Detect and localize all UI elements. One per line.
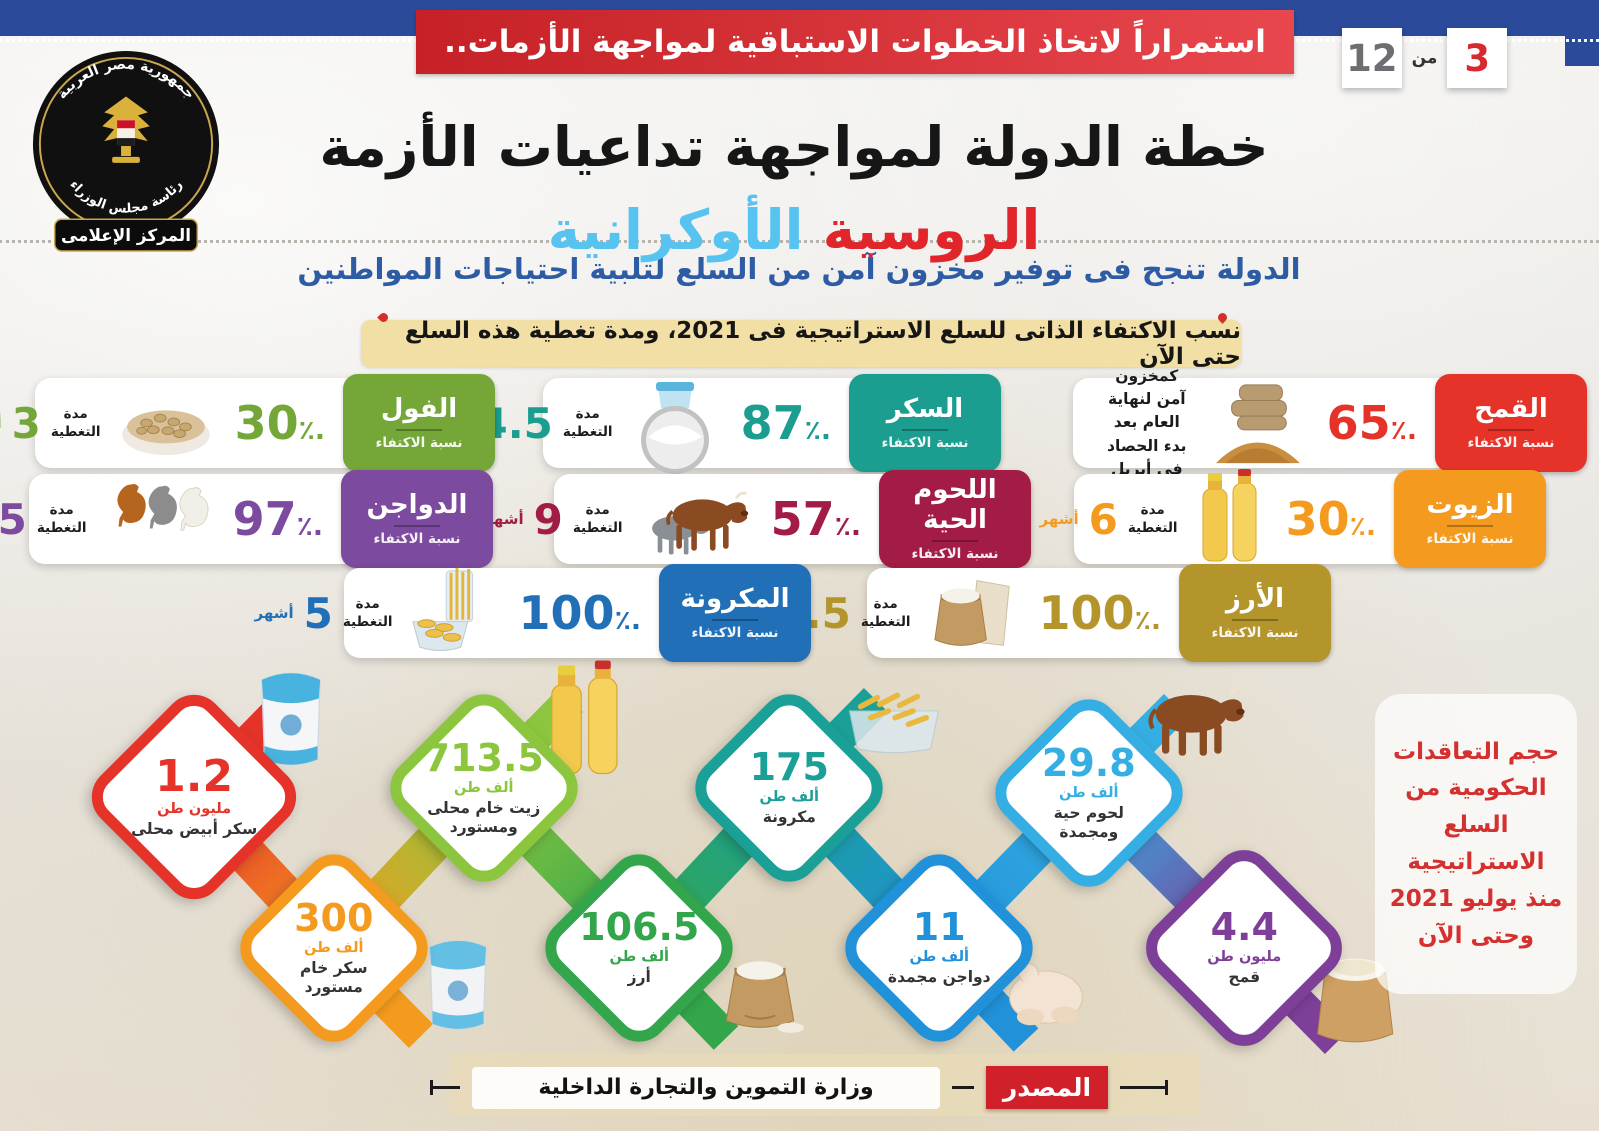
coverage-unit: أشهر <box>0 414 3 432</box>
commodity-name: السكر <box>887 393 965 424</box>
sufficiency-label: نسبة الاكتفاء <box>692 625 780 642</box>
source-label-box: المصدر <box>987 1066 1109 1109</box>
raw-sugar-bag-image <box>420 932 498 1038</box>
wheat-sacks-icon <box>1208 379 1308 467</box>
page-total: 12 <box>1343 28 1403 88</box>
pasta-icon <box>410 567 500 653</box>
white-sugar-bag-image <box>252 664 332 774</box>
sufficiency-label: نسبة الاكتفاء <box>882 435 970 452</box>
sufficiency-label: نسبة الاكتفاء <box>1212 625 1300 642</box>
coverage-value: 3 <box>12 398 42 448</box>
coverage-value: 5 <box>304 588 334 638</box>
beans-bowl-icon <box>118 388 216 458</box>
commodity-name: المكرونة <box>681 583 791 614</box>
commodity-card-live-meat: اللحوم الحية نسبة الاكتفاء 57٪. مدة التغط… <box>486 470 1032 568</box>
top-banner-text: استمراراً لاتخاذ الخطوات الاستباقية لموا… <box>445 24 1267 60</box>
cow-image <box>1140 674 1255 764</box>
wheat-stock-note: كمخزون آمن لنهاية العام بعد بدء الحصاد ف… <box>1108 366 1188 478</box>
commodity-name: الزيوت <box>1427 489 1515 520</box>
pasta-name-block: المكرونة نسبة الاكتفاء <box>660 564 812 662</box>
commodity-card-wheat: القمح نسبة الاكتفاء 65٪. كمخزون آمن لنها… <box>1074 367 1588 478</box>
page-indicator: 3 من 12 <box>1343 28 1508 88</box>
coverage-unit: أشهر <box>1040 510 1080 528</box>
commodity-name: الأرز <box>1226 583 1286 614</box>
rice-sack-image <box>715 944 807 1040</box>
commodity-name: القمح <box>1475 393 1549 424</box>
wheat-name-block: القمح نسبة الاكتفاء <box>1436 374 1588 472</box>
oil-bottles-image <box>540 658 632 780</box>
page-current: 3 <box>1448 28 1508 88</box>
sufficiency-label: نسبة الاكتفاء <box>376 435 464 452</box>
sufficiency-label: نسبة الاكتفاء <box>374 531 462 548</box>
live-meat-coverage: مدة التغطية 9 أشهر <box>485 494 624 544</box>
rice-percent: 100٪. <box>1039 586 1162 640</box>
live-meat-percent: 57٪. <box>771 492 862 546</box>
top-red-banner: استمراراً لاتخاذ الخطوات الاستباقية لموا… <box>417 10 1295 74</box>
coverage-value: 6 <box>1089 494 1119 544</box>
coverage-value: 9 <box>534 494 564 544</box>
rice-sack-icon <box>928 573 1020 653</box>
footer-line-left <box>431 1080 461 1095</box>
beans-name-block: الفول نسبة الاكتفاء <box>344 374 496 472</box>
commodity-name: الدواجن <box>367 489 469 520</box>
sugar-bowl-icon <box>630 368 722 478</box>
coverage-value: 6.5 <box>0 494 28 544</box>
sufficiency-banner-text: نسب الاكتفاء الذاتى للسلع الاستراتيجية ف… <box>405 317 1242 370</box>
title-highlight-red: الروسية <box>823 197 1043 262</box>
live-meat-name-block: اللحوم الحية نسبة الاكتفاء <box>880 470 1032 568</box>
oils-coverage: مدة التغطية 6 أشهر <box>1040 494 1179 544</box>
logo-ribbon-text: المركز الإعلامى <box>62 225 192 246</box>
sufficiency-label: نسبة الاكتفاء <box>1427 531 1515 548</box>
commodity-card-sugar: السكر نسبة الاكتفاء 87٪. مدة التغطية 4.5 … <box>435 374 1002 474</box>
title-main: خطة الدولة لمواجهة تداعيات الأزمة <box>320 115 1270 179</box>
wheat-percent: 65٪. <box>1327 396 1418 450</box>
footer-line-right <box>1121 1080 1169 1095</box>
sufficiency-label: نسبة الاكتفاء <box>1468 435 1556 452</box>
source-value: وزارة التموين والتجارة الداخلية <box>473 1066 941 1109</box>
commodity-name: الفول <box>381 393 459 424</box>
footer-dash <box>953 1086 975 1089</box>
beans-percent: 30٪. <box>235 396 326 450</box>
poultry-percent: 97٪. <box>233 492 324 546</box>
page-of-label: من <box>1412 48 1439 68</box>
page-subtitle: الدولة تنجح فى توفير مخزون آمن من السلع … <box>298 252 1302 286</box>
poultry-name-block: الدواجن نسبة الاكتفاء <box>342 470 494 568</box>
sufficiency-label: نسبة الاكتفاء <box>912 546 1000 563</box>
commodity-card-oils: الزيوت نسبة الاكتفاء 30٪. مدة التغطية 6 أ… <box>1041 469 1547 568</box>
pasta-bowl-image <box>845 686 945 760</box>
oils-name-block: الزيوت نسبة الاكتفاء <box>1395 470 1547 568</box>
oil-bottles-icon <box>1195 469 1267 563</box>
oils-percent: 30٪. <box>1286 492 1377 546</box>
sufficiency-section-banner: نسب الاكتفاء الذاتى للسلع الاستراتيجية ف… <box>362 317 1242 370</box>
sugar-name-block: السكر نسبة الاكتفاء <box>850 374 1002 472</box>
eagle-emblem-icon <box>103 96 151 163</box>
contracts-heading-box: حجم التعاقدات الحكومية من السلع الاسترات… <box>1376 694 1578 994</box>
contracts-heading: حجم التعاقدات الحكومية من السلع الاسترات… <box>1390 738 1564 949</box>
title-highlight-blue: الأوكرانية <box>548 197 806 262</box>
contracts-section: 1.2 مليون طن سكر أبيض محلى 300 ألف طن سك… <box>0 648 1600 1088</box>
commodity-card-pasta: المكرونة نسبة الاكتفاء 100٪. مدة التغطية … <box>255 564 812 662</box>
page-title: خطة الدولة لمواجهة تداعيات الأزمة الروسي… <box>205 106 1385 271</box>
government-logo: جمهورية مصر العربية رئاسة مجلس الوزراء ا… <box>28 44 226 256</box>
chickens-icon <box>104 480 214 558</box>
coverage-unit: أشهر <box>485 510 525 528</box>
source-footer: المصدر وزارة التموين والتجارة الداخلية <box>0 1066 1600 1109</box>
pasta-percent: 100٪. <box>519 586 642 640</box>
cattle-icon <box>640 481 752 557</box>
sugar-percent: 87٪. <box>741 396 832 450</box>
dotted-separator-middle <box>0 240 1600 243</box>
rice-name-block: الأرز نسبة الاكتفاء <box>1180 564 1332 662</box>
coverage-unit: أشهر <box>255 604 295 622</box>
pasta-coverage: مدة التغطية 5 أشهر <box>255 588 394 638</box>
commodity-card-rice: الأرز نسبة الاكتفاء 100٪. مدة التغطية 6.5… <box>733 564 1332 662</box>
commodity-name: اللحوم الحية <box>914 474 998 535</box>
